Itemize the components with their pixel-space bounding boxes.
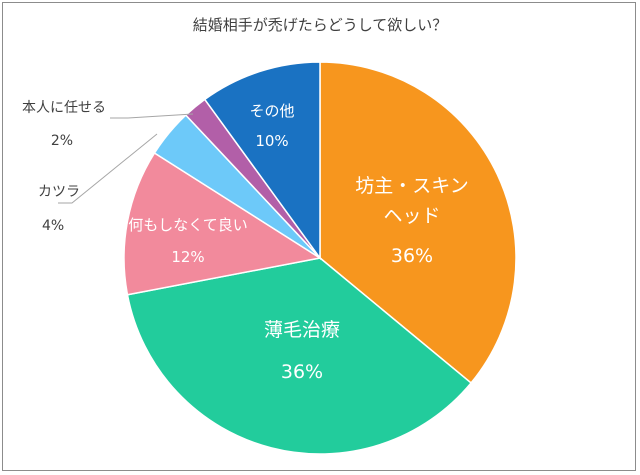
slice-label: ヘッド [383, 205, 440, 227]
slice-label: 薄毛治療 [264, 319, 340, 341]
leader-line [110, 113, 194, 119]
slice-value: 36% [391, 245, 433, 267]
slice-value: 4% [42, 218, 64, 234]
slice-label: 本人に任せる [22, 100, 106, 116]
chart-title: 結婚相手が禿げたらどうして欲しい？ [192, 16, 448, 34]
slice-label: その他 [249, 102, 294, 120]
pie-slice [319, 61, 517, 384]
slice-label: 何もしなくて良い [128, 216, 248, 234]
slice-label: 坊主・スキン [355, 175, 468, 197]
slice-value: 2% [51, 133, 73, 149]
slice-label: カツラ [38, 184, 80, 200]
pie-slice [203, 61, 321, 261]
slice-value: 12% [171, 248, 204, 266]
slice-value: 36% [281, 361, 323, 383]
slice-value: 10% [255, 132, 288, 150]
pie-slice [123, 151, 323, 296]
leader-line [58, 133, 158, 204]
pie-slice [126, 257, 473, 455]
